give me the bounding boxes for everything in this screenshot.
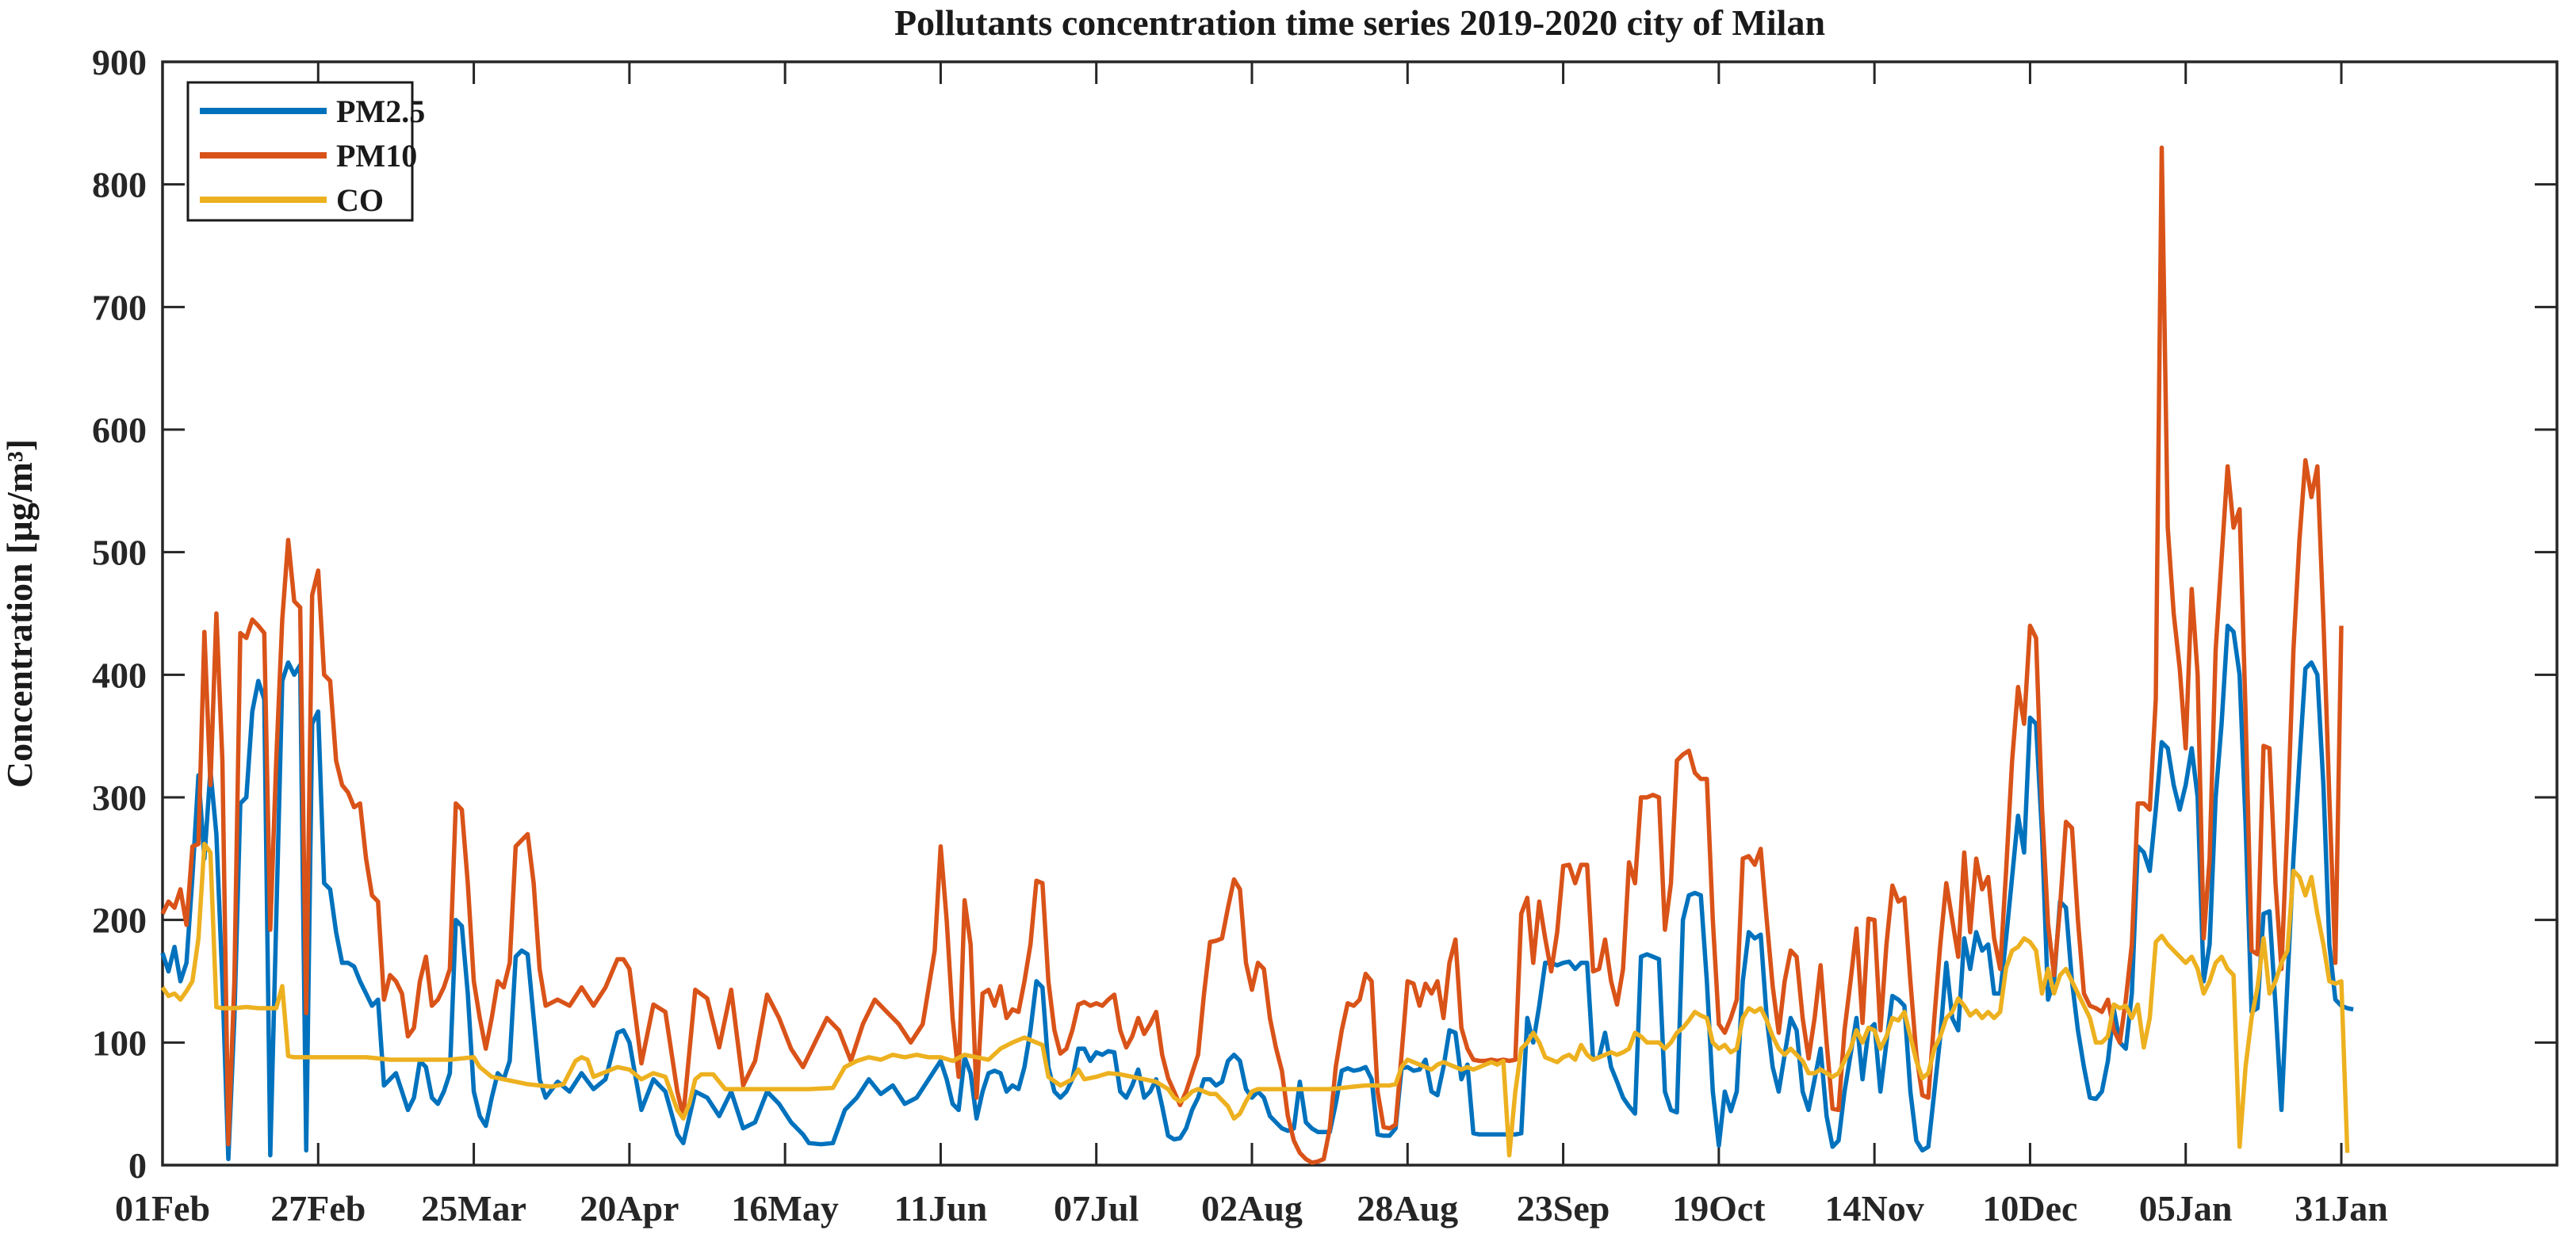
y-tick-label: 300 bbox=[92, 778, 147, 818]
y-tick-label: 400 bbox=[92, 655, 147, 695]
x-tick-label: 31Jan bbox=[2295, 1188, 2388, 1229]
y-tick-label: 900 bbox=[92, 42, 147, 82]
x-tick-label: 16May bbox=[731, 1188, 838, 1229]
series-line-co bbox=[160, 842, 2350, 1158]
y-tick-label: 200 bbox=[92, 900, 147, 941]
legend-label-pm10: PM10 bbox=[336, 138, 417, 174]
legend: PM2.5 PM10 CO bbox=[186, 81, 425, 222]
x-tick-label: 10Dec bbox=[1982, 1188, 2077, 1229]
y-tick-label: 100 bbox=[92, 1022, 147, 1063]
chart-title: Pollutants concentration time series 201… bbox=[894, 2, 1825, 43]
x-tick-label: 02Aug bbox=[1201, 1188, 1303, 1229]
legend-label-co: CO bbox=[336, 182, 384, 218]
x-tick-label: 27Feb bbox=[270, 1188, 366, 1229]
y-axis-label: Concentration [µg/m³] bbox=[0, 439, 40, 788]
x-tick-label: 01Feb bbox=[115, 1188, 210, 1229]
x-tick-label: 07Jul bbox=[1054, 1188, 1139, 1229]
legend-label-pm25: PM2.5 bbox=[336, 94, 425, 129]
y-tick-label: 800 bbox=[92, 165, 147, 205]
plot-area: 01Feb 27Feb 25Mar 20Apr 16May 11Jun 07Jul 02Aug… bbox=[92, 42, 2559, 1229]
x-tick-label: 05Jan bbox=[2139, 1188, 2233, 1229]
series-line-pm10 bbox=[160, 145, 2344, 1165]
y-tick-label: 500 bbox=[92, 533, 147, 573]
x-tick-label: 11Jun bbox=[894, 1188, 988, 1229]
x-tick-label: 20Apr bbox=[580, 1188, 679, 1229]
x-tick-label: 23Sep bbox=[1517, 1188, 1610, 1229]
y-tick-label: 600 bbox=[92, 410, 147, 450]
plot-border bbox=[161, 60, 2559, 1167]
y-tick-label: 0 bbox=[128, 1145, 147, 1186]
x-tick-label: 28Aug bbox=[1357, 1188, 1458, 1229]
x-tick-label: 25Mar bbox=[421, 1188, 526, 1229]
y-tick-label: 700 bbox=[92, 287, 147, 327]
x-tick-label: 14Nov bbox=[1825, 1188, 1924, 1229]
x-tick-label: 19Oct bbox=[1672, 1188, 1766, 1229]
